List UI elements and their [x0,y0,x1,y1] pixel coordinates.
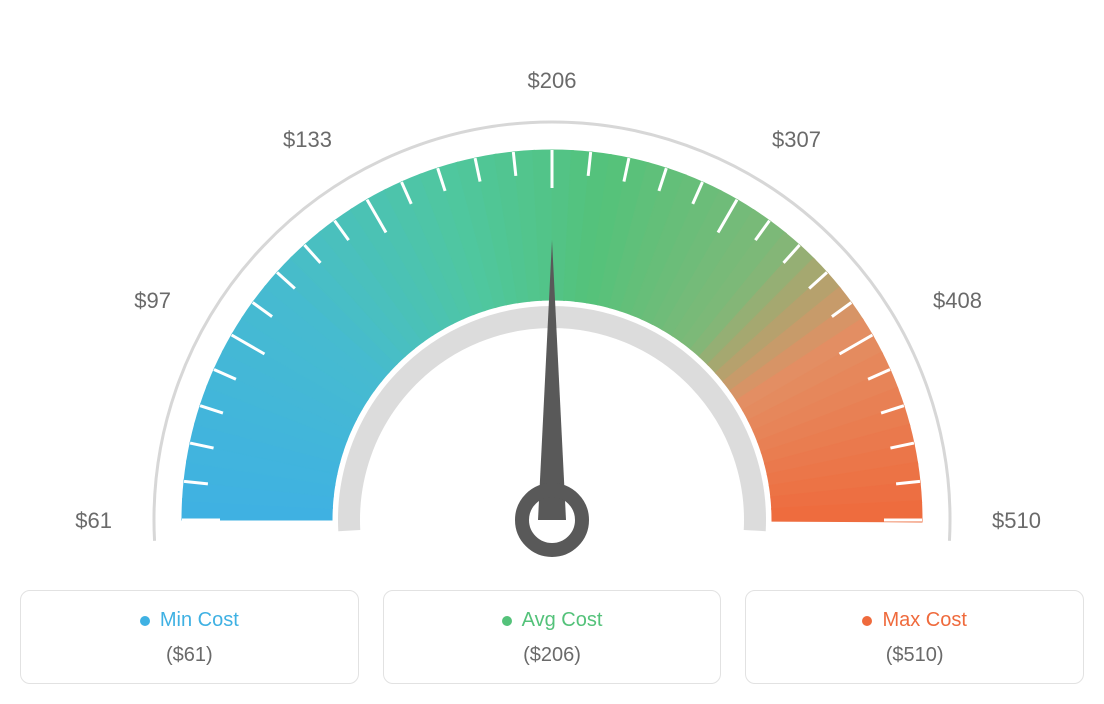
legend-value-max: ($510) [756,644,1073,667]
tick-label: $307 [772,127,821,152]
tick-label: $97 [134,288,171,313]
gauge-chart-container: $61 $97 $133 $206 $307 $408 $510 Min Cost ($61… [20,20,1084,684]
legend-label-max: Max Cost [862,609,966,632]
legend-label-min: Min Cost [140,609,239,632]
gauge-svg: $61 $97 $133 $206 $307 $408 $510 [20,20,1084,580]
tick-label: $206 [528,68,577,93]
tick-label: $510 [992,508,1041,533]
legend-card-min: Min Cost ($61) [20,590,359,684]
dot-icon [862,616,872,626]
legend-text-max: Max Cost [882,609,966,632]
legend-card-avg: Avg Cost ($206) [383,590,722,684]
legend-label-avg: Avg Cost [502,609,603,632]
tick-label: $61 [75,508,112,533]
dot-icon [502,616,512,626]
legend-value-avg: ($206) [394,644,711,667]
tick-label: $408 [933,288,982,313]
gauge-area: $61 $97 $133 $206 $307 $408 $510 [20,20,1084,580]
legend-text-avg: Avg Cost [522,609,603,632]
tick-label: $133 [283,127,332,152]
dot-icon [140,616,150,626]
legend-card-max: Max Cost ($510) [745,590,1084,684]
legend-text-min: Min Cost [160,609,239,632]
legend-row: Min Cost ($61) Avg Cost ($206) Max Cost … [20,590,1084,684]
legend-value-min: ($61) [31,644,348,667]
